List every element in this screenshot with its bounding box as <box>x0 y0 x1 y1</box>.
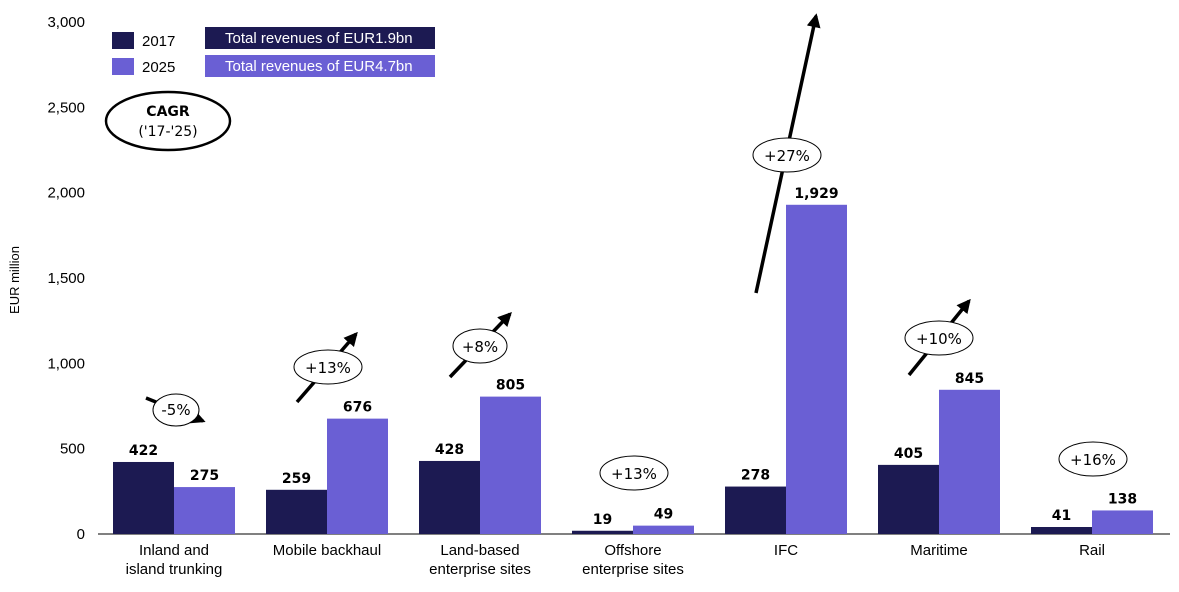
y-tick-label: 2,000 <box>47 185 85 202</box>
cagr-header-period: ('17-'25) <box>138 124 197 140</box>
y-tick-label: 1,000 <box>47 355 85 372</box>
bar-2025-6 <box>1092 510 1153 534</box>
cagr-value-ifc: +27% <box>764 147 810 165</box>
value-label-2025-5: 845 <box>955 371 984 387</box>
category-label: Offshore <box>604 542 661 559</box>
total-box-2017 <box>205 27 435 49</box>
cagr-value-offshore: +13% <box>611 465 657 483</box>
value-label-2025-3: 49 <box>654 507 673 523</box>
value-label-2025-1: 676 <box>343 400 372 416</box>
bar-2017-4 <box>725 486 786 534</box>
cagr-header-ellipse <box>104 90 232 152</box>
cagr-bubble-land-ellipse <box>452 328 508 364</box>
cagr-bubble-inland: -5% <box>152 393 200 427</box>
category-label: Rail <box>1079 542 1105 559</box>
bar-2017-5 <box>878 464 939 534</box>
cagr-value-mobile: +13% <box>305 359 351 377</box>
legend-swatch-2025 <box>112 58 134 75</box>
total-label-2025: Total revenues of EUR4.7bn <box>225 58 413 75</box>
value-label-2017-1: 259 <box>282 471 311 487</box>
category-label: IFC <box>774 542 798 559</box>
value-label-2017-5: 405 <box>894 446 923 462</box>
cagr-bubble-rail-ellipse <box>1058 441 1128 477</box>
cagr-value-rail: +16% <box>1070 451 1116 469</box>
y-axis-label: EUR million <box>7 246 22 314</box>
cagr-value-maritime: +10% <box>916 330 962 348</box>
cagr-bubble-mobile-ellipse <box>293 349 363 385</box>
cagr-bubble-maritime: +10% <box>904 320 974 356</box>
bar-2025-1 <box>327 418 388 534</box>
category-label: enterprise sites <box>429 561 531 578</box>
legend-swatch-2017 <box>112 32 134 49</box>
value-label-2017-4: 278 <box>741 468 770 484</box>
legend-label-2025: 2025 <box>142 59 175 76</box>
value-label-2025-0: 275 <box>190 468 219 484</box>
value-label-2025-2: 805 <box>496 378 525 394</box>
legend-label-2017: 2017 <box>142 33 175 50</box>
value-label-2017-3: 19 <box>593 512 612 528</box>
cagr-header: CAGR ('17-'25) <box>104 90 232 152</box>
y-tick-label: 1,500 <box>47 270 85 287</box>
category-label: island trunking <box>126 561 223 578</box>
y-tick-label: 0 <box>77 526 85 543</box>
cagr-bubble-inland-ellipse <box>152 393 200 427</box>
cagr-header-title: CAGR <box>146 104 190 120</box>
bar-2017-1 <box>266 489 327 534</box>
bar-2025-3 <box>633 525 694 534</box>
y-tick-label: 500 <box>60 441 85 458</box>
bar-2025-2 <box>480 396 541 534</box>
cagr-bubble-offshore: +13% <box>599 455 669 491</box>
bar-2017-6 <box>1031 527 1092 534</box>
total-label-2017: Total revenues of EUR1.9bn <box>225 30 413 47</box>
value-label-2017-2: 428 <box>435 442 464 458</box>
bar-2017-3 <box>572 530 633 534</box>
cagr-value-land: +8% <box>462 338 498 356</box>
category-label: Maritime <box>910 542 968 559</box>
cagr-value-inland: -5% <box>161 401 190 419</box>
category-label: enterprise sites <box>582 561 684 578</box>
bar-2025-4 <box>786 204 847 534</box>
y-tick-label: 2,500 <box>47 99 85 116</box>
cagr-bubble-ifc: +27% <box>752 137 822 173</box>
value-label-2017-6: 41 <box>1052 508 1071 524</box>
category-label: Inland and <box>139 542 209 559</box>
bar-2025-0 <box>174 487 235 534</box>
cagr-bubble-ifc-ellipse <box>752 137 822 173</box>
total-box-2025 <box>205 55 435 77</box>
bar-2025-5 <box>939 389 1000 534</box>
cagr-bubble-offshore-ellipse <box>599 455 669 491</box>
cagr-bubble-mobile: +13% <box>293 349 363 385</box>
cagr-bubble-maritime-ellipse <box>904 320 974 356</box>
value-label-2025-4: 1,929 <box>794 186 838 202</box>
bar-2017-0 <box>113 461 174 534</box>
bar-2017-2 <box>419 460 480 534</box>
cagr-bubble-rail: +16% <box>1058 441 1128 477</box>
value-label-2025-6: 138 <box>1108 491 1137 507</box>
category-label: Mobile backhaul <box>273 542 381 559</box>
category-label: Land-based <box>440 542 519 559</box>
y-tick-label: 3,000 <box>47 14 85 31</box>
legend: 2017 2025 Total revenues of EUR1.9bn Tot… <box>112 27 435 77</box>
value-label-2017-0: 422 <box>129 443 158 459</box>
cagr-bubble-land: +8% <box>452 328 508 364</box>
